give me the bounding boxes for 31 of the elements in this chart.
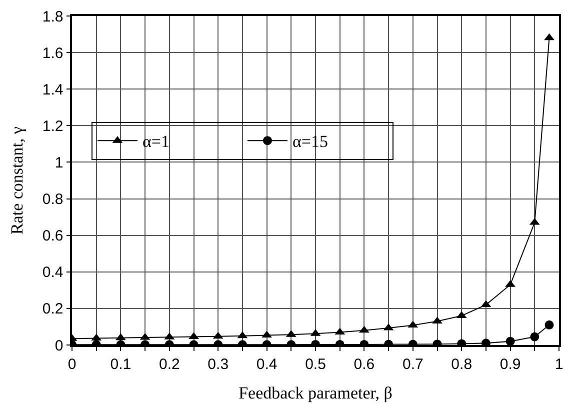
point [544, 33, 554, 40]
point [188, 332, 199, 340]
point [530, 332, 540, 342]
y-tick-label: 0.4 [42, 264, 64, 282]
x-tick-label: 0.4 [256, 356, 278, 373]
x-tick-label: 0.3 [208, 356, 229, 373]
y-tick-label: 1.4 [42, 81, 64, 98]
y-tick-label: 1.2 [42, 118, 64, 135]
x-tick-label: 0.2 [158, 356, 180, 373]
point [506, 336, 515, 345]
x-tick-label: 0.5 [305, 356, 326, 373]
x-tick-label: 1 [554, 356, 564, 373]
y-tick-label: 1.8 [42, 8, 64, 26]
x-tick-label: 0 [68, 356, 76, 373]
point [262, 330, 272, 338]
y-axis-title: Rate constant, γ [7, 126, 26, 235]
y-tick-label: 0.8 [42, 191, 64, 208]
point [116, 333, 126, 340]
point [544, 320, 554, 330]
y-tick-label: 0.6 [42, 228, 64, 245]
y-tick-label: 1.6 [42, 44, 64, 62]
y-tick-label: 0.2 [42, 300, 64, 318]
x-axis-title: Feedback parameter, β [238, 384, 392, 403]
y-tick-label: 0 [54, 337, 64, 354]
x-tick-label: 0.8 [451, 356, 472, 373]
x-tick-label: 0.7 [402, 356, 424, 373]
x-tick-label: 0.9 [500, 356, 521, 373]
x-tick-label: 0.1 [110, 356, 132, 373]
point [359, 326, 370, 333]
x-tick-label: 0.6 [354, 356, 375, 373]
y-tick-label: 1 [54, 154, 64, 172]
